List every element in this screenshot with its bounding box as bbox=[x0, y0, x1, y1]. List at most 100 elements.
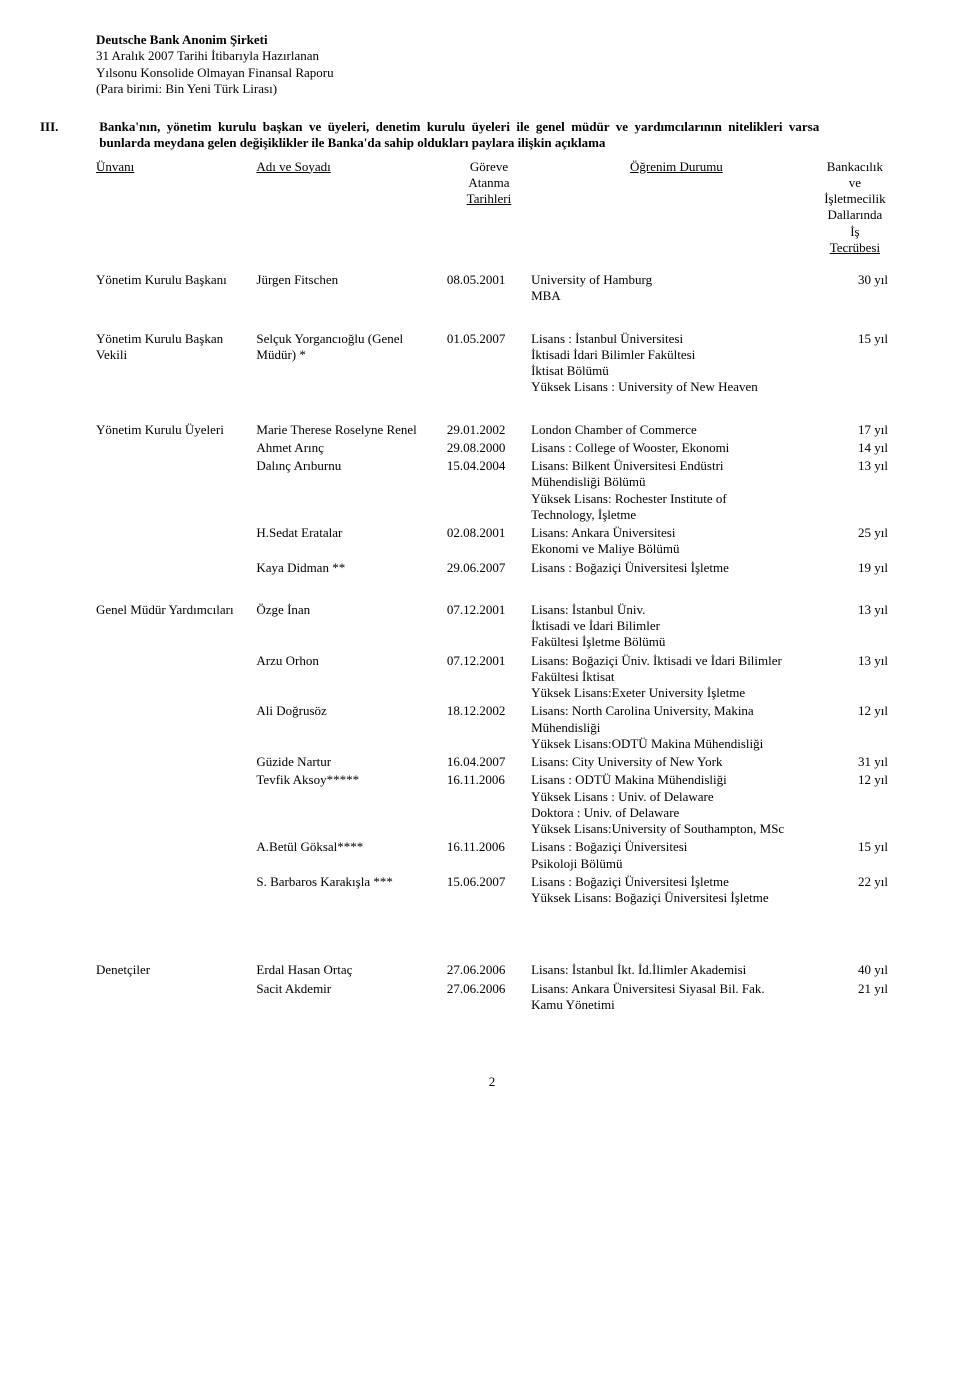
cell-edu: Lisans: İstanbul İkt. İd.İlimler Akademi… bbox=[531, 961, 822, 979]
table-row: Yönetim Kurulu Başkanı Jürgen Fitschen 0… bbox=[96, 271, 888, 306]
cell-name: Marie Therese Roselyne Renel bbox=[256, 421, 446, 439]
cell-exp: 13 yıl bbox=[822, 652, 888, 703]
cell-edu: University of Hamburg bbox=[531, 272, 822, 288]
cell-exp: 31 yıl bbox=[822, 753, 888, 771]
cell-name: Ali Doğrusöz bbox=[256, 702, 446, 753]
cell-edu: Fakültesi İşletme Bölümü bbox=[531, 634, 822, 650]
cell-edu: İktisadi ve İdari Bilimler bbox=[531, 618, 822, 634]
cell-edu: Lisans : Boğaziçi Üniversitesi İşletme bbox=[531, 559, 822, 577]
cell-title: Yönetim Kurulu Başkan bbox=[96, 331, 256, 347]
cell-date: 01.05.2007 bbox=[447, 330, 531, 397]
page-number: 2 bbox=[96, 1074, 888, 1090]
col-edu: Öğrenim Durumu bbox=[630, 159, 723, 174]
cell-edu: Technology, İşletme bbox=[531, 507, 822, 523]
cell-date: 15.06.2007 bbox=[447, 873, 531, 908]
cell-edu: Lisans : College of Wooster, Ekonomi bbox=[531, 439, 822, 457]
cell-exp: 19 yıl bbox=[822, 559, 888, 577]
cell-exp: 15 yıl bbox=[822, 330, 888, 397]
col-exp-2: ve bbox=[822, 175, 888, 191]
header-line-3: Yılsonu Konsolide Olmayan Finansal Rapor… bbox=[96, 65, 888, 81]
cell-date: 29.01.2002 bbox=[447, 421, 531, 439]
cell-name: A.Betül Göksal**** bbox=[256, 838, 446, 873]
cell-title: Yönetim Kurulu Başkanı bbox=[96, 271, 256, 306]
cell-edu: Lisans : Boğaziçi Üniversitesi bbox=[531, 839, 822, 855]
company-name: Deutsche Bank Anonim Şirketi bbox=[96, 32, 888, 48]
cell-exp: 12 yıl bbox=[822, 702, 888, 753]
cell-exp: 40 yıl bbox=[822, 961, 888, 979]
cell-edu: Mühendisliği Bölümü bbox=[531, 474, 822, 490]
col-date-1: Göreve bbox=[447, 159, 531, 175]
col-title: Ünvanı bbox=[96, 159, 134, 174]
cell-edu: Doktora : Univ. of Delaware bbox=[531, 805, 822, 821]
cell-title: Yönetim Kurulu Üyeleri bbox=[96, 421, 256, 439]
cell-exp: 25 yıl bbox=[822, 524, 888, 559]
cell-edu: Lisans: Ankara Üniversitesi Siyasal Bil.… bbox=[531, 981, 822, 997]
cell-date: 02.08.2001 bbox=[447, 524, 531, 559]
cell-date: 15.04.2004 bbox=[447, 457, 531, 524]
cell-name: Erdal Hasan Ortaç bbox=[256, 961, 446, 979]
cell-edu: Lisans: Bilkent Üniversitesi Endüstri bbox=[531, 458, 822, 474]
cell-exp: 15 yıl bbox=[822, 838, 888, 873]
table-row: Yönetim Kurulu Başkan Vekili Selçuk Yorg… bbox=[96, 330, 888, 397]
cell-name: Özge İnan bbox=[256, 601, 446, 652]
cell-name: Arzu Orhon bbox=[256, 652, 446, 703]
cell-title: Denetçiler bbox=[96, 961, 256, 979]
cell-edu: Yüksek Lisans : Univ. of Delaware bbox=[531, 789, 822, 805]
cell-name: Müdür) * bbox=[256, 347, 446, 363]
cell-name: Kaya Didman ** bbox=[256, 559, 446, 577]
cell-edu: Lisans: Boğaziçi Üniv. İktisadi ve İdari… bbox=[531, 653, 822, 669]
cell-exp: 13 yıl bbox=[822, 601, 888, 652]
cell-date: 27.06.2006 bbox=[447, 980, 531, 1015]
cell-date: 29.08.2000 bbox=[447, 439, 531, 457]
cell-exp: 21 yıl bbox=[822, 980, 888, 1015]
cell-name: Tevfik Aksoy***** bbox=[256, 771, 446, 838]
cell-name: Ahmet Arınç bbox=[256, 439, 446, 457]
cell-exp: 13 yıl bbox=[822, 457, 888, 524]
cell-date: 07.12.2001 bbox=[447, 652, 531, 703]
cell-edu: Yüksek Lisans : University of New Heaven bbox=[531, 379, 822, 395]
cell-edu: Mühendisliği bbox=[531, 720, 822, 736]
cell-edu: MBA bbox=[531, 288, 822, 304]
col-exp-4: Dallarında İş bbox=[822, 207, 888, 240]
page: Deutsche Bank Anonim Şirketi 31 Aralık 2… bbox=[0, 0, 960, 1130]
col-exp-3: İşletmecilik bbox=[822, 191, 888, 207]
cell-exp: 12 yıl bbox=[822, 771, 888, 838]
cell-edu: Lisans : ODTÜ Makina Mühendisliği bbox=[531, 772, 822, 788]
cell-name: Güzide Nartur bbox=[256, 753, 446, 771]
cell-title: Genel Müdür Yardımcıları bbox=[96, 601, 256, 652]
cell-date: 18.12.2002 bbox=[447, 702, 531, 753]
table-row: Genel Müdür Yardımcıları Özge İnan 07.12… bbox=[96, 601, 888, 908]
column-headers: Ünvanı Adı ve Soyadı Göreve Atanma Tarih… bbox=[96, 158, 888, 258]
col-exp-5: Tecrübesi bbox=[822, 240, 888, 256]
cell-exp: 22 yıl bbox=[822, 873, 888, 908]
cell-edu: Kamu Yönetimi bbox=[531, 997, 822, 1013]
cell-edu: Lisans : Boğaziçi Üniversitesi İşletme bbox=[531, 874, 822, 890]
col-date-3: Tarihleri bbox=[447, 191, 531, 207]
cell-edu: Lisans: City University of New York bbox=[531, 753, 822, 771]
section-number: III. bbox=[40, 119, 96, 135]
col-date-2: Atanma bbox=[447, 175, 531, 191]
cell-name: Jürgen Fitschen bbox=[256, 271, 446, 306]
cell-edu: Lisans: İstanbul Üniv. bbox=[531, 602, 822, 618]
cell-exp: 30 yıl bbox=[822, 271, 888, 306]
cell-edu: Yüksek Lisans:University of Southampton,… bbox=[531, 821, 822, 837]
cell-edu: İktisat Bölümü bbox=[531, 363, 822, 379]
cell-name: S. Barbaros Karakışla *** bbox=[256, 873, 446, 908]
cell-name: Selçuk Yorgancıoğlu (Genel bbox=[256, 331, 446, 347]
cell-edu: Lisans: North Carolina University, Makin… bbox=[531, 703, 822, 719]
cell-edu: Lisans : İstanbul Üniversitesi bbox=[531, 331, 822, 347]
col-exp-1: Bankacılık bbox=[822, 159, 888, 175]
cell-edu: Ekonomi ve Maliye Bölümü bbox=[531, 541, 822, 557]
table-row: Denetçiler Erdal Hasan Ortaç 27.06.2006 … bbox=[96, 961, 888, 1014]
cell-edu: Fakültesi İktisat bbox=[531, 669, 822, 685]
cell-edu: Lisans: Ankara Üniversitesi bbox=[531, 525, 822, 541]
cell-exp: 17 yıl bbox=[822, 421, 888, 439]
cell-date: 16.11.2006 bbox=[447, 771, 531, 838]
doc-header: Deutsche Bank Anonim Şirketi 31 Aralık 2… bbox=[96, 32, 888, 97]
cell-exp: 14 yıl bbox=[822, 439, 888, 457]
cell-edu: London Chamber of Commerce bbox=[531, 421, 822, 439]
cell-date: 16.11.2006 bbox=[447, 838, 531, 873]
cell-edu: Yüksek Lisans:ODTÜ Makina Mühendisliği bbox=[531, 736, 822, 752]
cell-edu: İktisadi İdari Bilimler Fakültesi bbox=[531, 347, 822, 363]
cell-date: 29.06.2007 bbox=[447, 559, 531, 577]
